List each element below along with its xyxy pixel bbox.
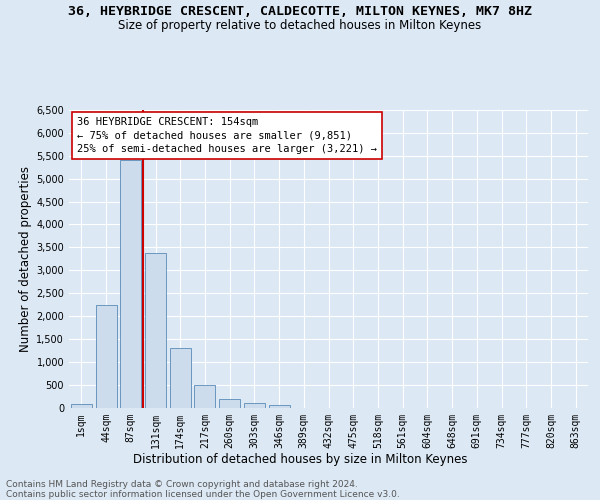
Text: Contains HM Land Registry data © Crown copyright and database right 2024.
Contai: Contains HM Land Registry data © Crown c… bbox=[6, 480, 400, 499]
Bar bbox=[170, 348, 191, 408]
Bar bbox=[219, 399, 240, 407]
Bar bbox=[194, 384, 215, 407]
Bar bbox=[244, 404, 265, 407]
Bar bbox=[145, 253, 166, 408]
Bar bbox=[269, 405, 290, 407]
Bar bbox=[71, 404, 92, 407]
Text: 36, HEYBRIDGE CRESCENT, CALDECOTTE, MILTON KEYNES, MK7 8HZ: 36, HEYBRIDGE CRESCENT, CALDECOTTE, MILT… bbox=[68, 5, 532, 18]
Text: 36 HEYBRIDGE CRESCENT: 154sqm
← 75% of detached houses are smaller (9,851)
25% o: 36 HEYBRIDGE CRESCENT: 154sqm ← 75% of d… bbox=[77, 118, 377, 154]
Bar bbox=[95, 304, 116, 408]
Bar bbox=[120, 160, 141, 408]
Y-axis label: Number of detached properties: Number of detached properties bbox=[19, 166, 32, 352]
Text: Size of property relative to detached houses in Milton Keynes: Size of property relative to detached ho… bbox=[118, 18, 482, 32]
Text: Distribution of detached houses by size in Milton Keynes: Distribution of detached houses by size … bbox=[133, 452, 467, 466]
